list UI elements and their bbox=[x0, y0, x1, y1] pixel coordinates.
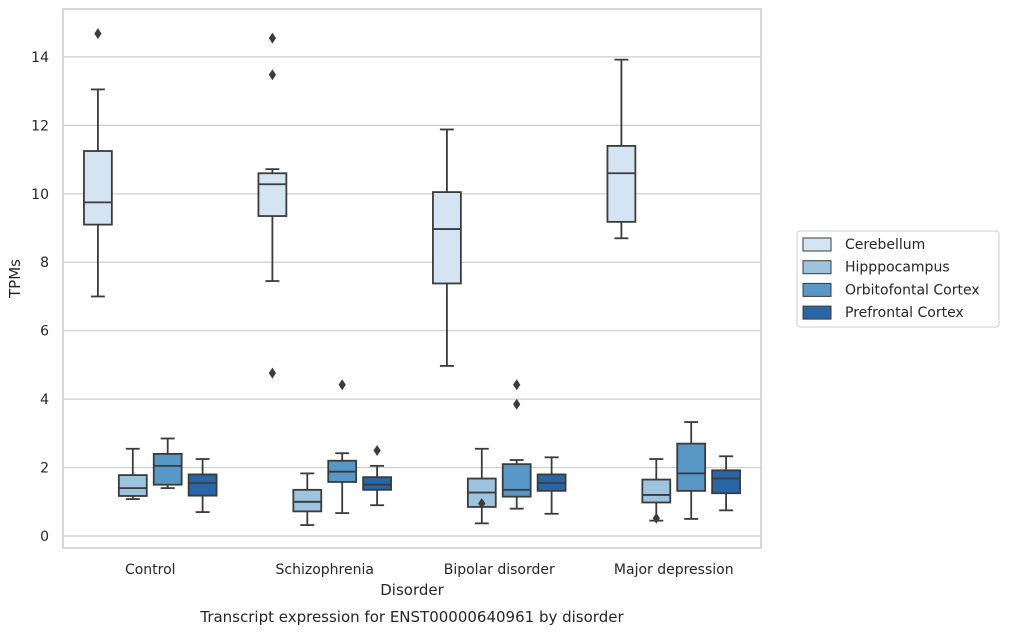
x-tick-label: Major depression bbox=[614, 562, 734, 578]
legend-label: Hipppocampus bbox=[845, 260, 950, 276]
outlier-point bbox=[513, 398, 521, 410]
iqr-box bbox=[257, 172, 288, 217]
box-orbitofontal-cortex bbox=[327, 379, 358, 514]
x-axis-label: Disorder bbox=[380, 581, 444, 599]
legend-label: Prefrontal Cortex bbox=[845, 305, 964, 321]
box-cerebellum bbox=[257, 32, 288, 379]
box-orbitofontal-cortex bbox=[152, 437, 183, 490]
y-tick-label: 6 bbox=[40, 324, 49, 340]
iqr-box bbox=[606, 144, 637, 223]
legend-label: Orbitofontal Cortex bbox=[845, 282, 980, 298]
y-tick-label: 4 bbox=[40, 392, 49, 408]
box-hipppocampus bbox=[466, 447, 497, 525]
y-tick-label: 12 bbox=[31, 118, 49, 134]
plot-frame bbox=[62, 8, 762, 549]
outlier-point bbox=[478, 498, 486, 510]
box-hipppocampus bbox=[292, 472, 323, 526]
box-hipppocampus bbox=[641, 458, 672, 524]
legend: Cerebellum Hipppocampus Orbitofontal Corte… bbox=[796, 230, 1000, 328]
chart-caption: Transcript expression for ENST0000064096… bbox=[199, 608, 624, 626]
outlier-point bbox=[373, 444, 381, 456]
y-axis-label: TPMs bbox=[6, 259, 24, 299]
x-tick-label: Control bbox=[125, 562, 176, 578]
outlier-point bbox=[268, 69, 276, 81]
x-tick-label: Bipolar disorder bbox=[444, 562, 555, 578]
x-tick-labels: Control Schizophrenia Bipolar disorder Majo… bbox=[125, 562, 734, 578]
iqr-box bbox=[432, 191, 462, 285]
outlier-point bbox=[268, 32, 276, 44]
y-tick-label: 10 bbox=[31, 187, 49, 203]
box-cerebellum bbox=[606, 58, 637, 240]
iqr-box bbox=[711, 469, 741, 495]
box-groups bbox=[83, 28, 741, 526]
box-prefrontal-cortex bbox=[536, 456, 567, 515]
iqr-box bbox=[152, 452, 183, 486]
outlier-point bbox=[513, 379, 521, 391]
outlier-point bbox=[94, 28, 102, 40]
iqr-box bbox=[676, 442, 707, 492]
y-tick-label: 2 bbox=[40, 461, 49, 477]
box-hipppocampus bbox=[117, 447, 148, 500]
iqr-box bbox=[117, 474, 148, 497]
outlier-point bbox=[268, 367, 276, 379]
y-tick-label: 14 bbox=[31, 50, 49, 66]
outlier-point bbox=[338, 379, 346, 391]
iqr-box bbox=[292, 488, 323, 513]
iqr-box bbox=[501, 463, 532, 498]
box-prefrontal-cortex bbox=[187, 458, 218, 513]
legend-label: Cerebellum bbox=[845, 237, 925, 253]
box-prefrontal-cortex bbox=[711, 455, 741, 512]
y-tick-labels: 0 2 4 6 8 10 12 14 bbox=[31, 50, 49, 545]
y-tick-label: 8 bbox=[40, 255, 49, 271]
box-cerebellum bbox=[83, 28, 113, 298]
y-tick-label: 0 bbox=[40, 529, 49, 545]
legend-frame bbox=[796, 230, 1000, 328]
box-orbitofontal-cortex bbox=[501, 379, 532, 510]
legend-swatch bbox=[802, 305, 832, 320]
box-cerebellum bbox=[432, 128, 462, 367]
iqr-box bbox=[362, 476, 392, 491]
iqr-box bbox=[187, 473, 218, 497]
legend-swatch bbox=[802, 260, 832, 275]
outlier-point bbox=[652, 512, 660, 524]
legend-swatch bbox=[802, 282, 832, 297]
x-tick-label: Schizophrenia bbox=[276, 562, 374, 578]
legend-swatch bbox=[802, 237, 832, 252]
iqr-box bbox=[83, 150, 113, 226]
box-prefrontal-cortex bbox=[362, 444, 392, 507]
iqr-box bbox=[641, 478, 672, 504]
box-orbitofontal-cortex bbox=[676, 421, 707, 520]
